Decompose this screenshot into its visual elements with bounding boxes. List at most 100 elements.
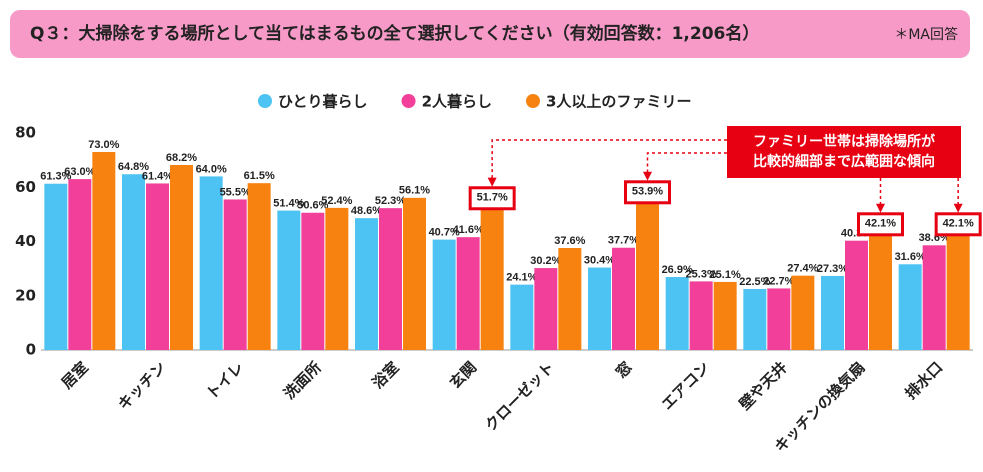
bar — [845, 240, 868, 350]
value-label: 53.9% — [632, 186, 663, 198]
annotation: 比較的細部まで広範囲な傾向 — [753, 153, 935, 170]
bar — [480, 209, 504, 350]
highlight-box — [468, 186, 516, 211]
value-label: 37.6% — [554, 235, 585, 247]
y-tick-label: 60 — [15, 178, 36, 196]
legend-swatch — [401, 94, 416, 108]
value-label: 31.6% — [895, 251, 926, 263]
value-label: 30.4% — [584, 254, 615, 266]
title-bar — [10, 10, 970, 58]
bar — [223, 199, 247, 350]
bar — [325, 207, 349, 350]
bar — [713, 281, 737, 350]
chart-title: Q３：大掃除をする場所として当てはまるもの全て選択してください（有効回答数：1,… — [30, 23, 759, 44]
value-label: 26.9% — [662, 264, 693, 276]
value-label: 61.3% — [40, 171, 71, 183]
bar — [534, 268, 558, 350]
value-label: 48.6% — [351, 205, 382, 217]
bar — [588, 267, 611, 350]
connector — [643, 152, 727, 181]
bar — [689, 281, 713, 350]
bar — [432, 239, 456, 350]
bar — [898, 264, 922, 350]
x-tick-label: トイレ — [203, 358, 248, 403]
annotation-box — [727, 126, 961, 178]
legend-label: 2人暮らし — [422, 93, 492, 111]
bar — [767, 288, 791, 350]
bar — [199, 176, 223, 350]
value-label: 61.4% — [142, 170, 173, 182]
x-tick-label: 玄関 — [446, 358, 480, 392]
annotation: ファミリー世帯は掃除場所が — [753, 133, 936, 150]
legend-label: ひとり暮らし — [278, 93, 368, 111]
value-label: 68.2% — [166, 152, 197, 164]
value-label: 64.0% — [196, 163, 227, 175]
x-tick-label: 排水口 — [902, 358, 947, 403]
bar — [456, 237, 480, 350]
value-label: 41.6% — [453, 224, 484, 236]
value-label: 24.1% — [506, 272, 537, 284]
x-tick-label: 居室 — [58, 358, 92, 392]
x-tick-label: 壁や天井 — [736, 358, 791, 413]
x-tick-label: エアコン — [658, 358, 713, 413]
value-label: 51.7% — [477, 192, 508, 204]
value-label: 51.4% — [273, 197, 304, 209]
bar — [247, 183, 271, 350]
x-tick-label: 窓 — [612, 358, 635, 381]
bar — [68, 179, 92, 350]
y-tick-label: 40 — [15, 232, 36, 250]
value-label: 27.4% — [787, 263, 818, 275]
bar — [946, 235, 970, 350]
bar — [122, 174, 145, 350]
x-tick-label: キッチン — [114, 358, 169, 413]
bar — [791, 275, 815, 350]
value-label: 25.3% — [686, 268, 717, 280]
y-tick-label: 0 — [26, 341, 36, 359]
value-label: 42.1% — [865, 218, 896, 230]
value-label: 73.0% — [88, 139, 119, 151]
value-label: 40.7% — [429, 227, 460, 239]
bar — [44, 183, 68, 350]
value-label: 27.3% — [817, 263, 848, 275]
value-label: 64.8% — [118, 161, 149, 173]
legend-swatch — [258, 94, 272, 108]
value-label: 55.5% — [220, 186, 251, 198]
bar — [922, 245, 946, 350]
x-tick-label: 浴室 — [369, 358, 403, 392]
value-label: 42.1% — [943, 218, 974, 230]
y-tick-label: 80 — [15, 124, 36, 142]
value-label: 25.1% — [710, 269, 741, 281]
value-label: 52.4% — [321, 195, 352, 207]
y-tick-label: 20 — [15, 286, 36, 304]
bar — [170, 165, 193, 350]
value-label: 37.7% — [608, 235, 639, 247]
value-label: 56.1% — [399, 185, 430, 197]
bar — [277, 210, 301, 350]
value-label: 52.3% — [375, 195, 406, 207]
bar — [92, 151, 116, 350]
bar — [869, 235, 892, 350]
highlight-box — [934, 212, 982, 237]
bar — [743, 288, 767, 350]
legend-label: 3人以上のファミリー — [546, 93, 691, 111]
bar — [146, 183, 169, 350]
bar — [403, 197, 426, 350]
subtitle: ＊MA回答 — [894, 26, 958, 43]
bar — [355, 218, 378, 350]
value-label: 22.5% — [739, 276, 770, 288]
highlight-box — [624, 180, 671, 205]
legend-swatch — [526, 94, 540, 108]
bar — [558, 248, 582, 350]
bar — [636, 203, 659, 350]
x-tick-label: クローゼット — [481, 358, 557, 434]
value-label: 61.5% — [244, 170, 275, 182]
connector — [487, 139, 727, 187]
bar — [379, 208, 402, 350]
highlight-box — [857, 212, 904, 237]
bar — [665, 277, 689, 350]
value-label: 50.6% — [297, 200, 328, 212]
bar — [510, 284, 534, 350]
x-tick-label: 洗面所 — [280, 358, 325, 403]
value-label: 63.0% — [64, 166, 95, 178]
